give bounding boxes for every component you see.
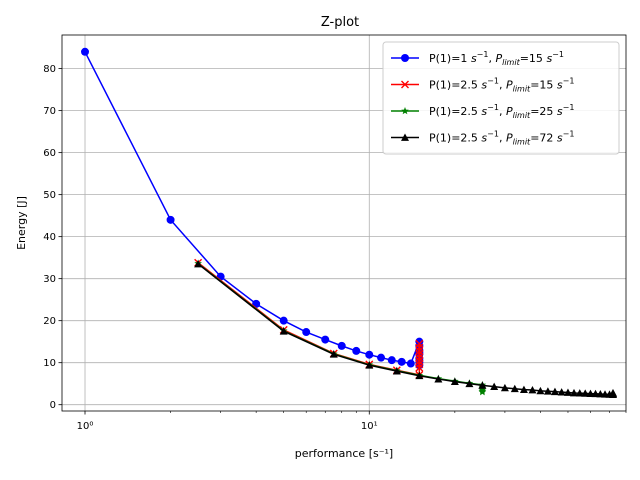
legend-label: P(1)=2.5 s−1, Plimit=15 s−1 xyxy=(429,77,574,94)
x-axis-label: performance [s⁻¹] xyxy=(295,447,393,460)
series-4-point xyxy=(519,385,528,393)
y-tick-label: 0 xyxy=(50,400,56,411)
series-4-point xyxy=(608,388,617,397)
legend-label: P(1)=1 s−1, Plimit=15 s−1 xyxy=(429,50,564,67)
y-axis-label: Energy [J] xyxy=(15,196,28,250)
series-1-point xyxy=(377,353,386,362)
series-4-point xyxy=(465,379,474,388)
legend-entry: P(1)=1 s−1, Plimit=15 s−1 xyxy=(391,50,564,67)
series-1-point xyxy=(387,356,396,365)
series-2-point xyxy=(415,343,424,352)
series-2-point xyxy=(415,363,424,372)
legend-box xyxy=(382,41,620,155)
y-tick-label: 20 xyxy=(43,316,56,327)
x-tick-label: 10⁰ xyxy=(77,421,94,432)
series-2-point xyxy=(415,353,424,362)
series-2-point xyxy=(415,360,424,369)
y-tick-label: 70 xyxy=(43,106,56,117)
legend-entry: P(1)=2.5 s−1, Plimit=25 s−1 xyxy=(391,103,574,120)
plot-frame xyxy=(61,34,627,412)
legend-marker xyxy=(401,133,409,141)
series-4 xyxy=(194,259,617,399)
series-4-point xyxy=(575,389,584,397)
series-1-point xyxy=(302,328,311,337)
series-4-point xyxy=(279,327,288,335)
series-2-point xyxy=(415,346,424,355)
series-4-point xyxy=(543,387,552,395)
series-4-point xyxy=(581,389,590,397)
series-1-point xyxy=(166,215,175,224)
series-4-point xyxy=(569,388,578,397)
series-1-point xyxy=(321,335,330,344)
series-layer xyxy=(81,47,617,399)
series-4-point xyxy=(557,388,566,396)
series-4-point xyxy=(500,383,509,392)
series-4-point xyxy=(563,388,572,396)
series-1-point xyxy=(365,350,374,359)
y-tick-label: 50 xyxy=(43,190,56,201)
series-1-point xyxy=(279,316,288,325)
series-4-point xyxy=(536,386,545,395)
legend-marker xyxy=(401,54,409,62)
y-tick-label: 40 xyxy=(43,232,56,243)
series-2-point xyxy=(415,357,424,366)
series-4-point xyxy=(586,389,595,397)
series-1-point xyxy=(337,341,346,350)
legend-entry: P(1)=2.5 s−1, Plimit=15 s−1 xyxy=(391,77,574,94)
series-4-point xyxy=(434,375,443,383)
legend-label: P(1)=2.5 s−1, Plimit=25 s−1 xyxy=(429,103,574,120)
series-4-point xyxy=(329,350,338,358)
y-tick-label: 30 xyxy=(43,274,56,285)
y-tick-label: 10 xyxy=(43,358,56,369)
series-1-point xyxy=(352,346,361,355)
legend: P(1)=1 s−1, Plimit=15 s−1 P(1)=2.5 s−1, P… xyxy=(382,41,620,155)
series-1-point xyxy=(406,359,415,368)
series-1-point xyxy=(81,47,90,56)
x-axis: 10⁰ 10¹ xyxy=(77,411,627,432)
chart-title: Z-plot xyxy=(321,15,359,30)
series-4-point xyxy=(510,384,519,393)
legend-marker xyxy=(401,107,409,115)
series-4-point xyxy=(528,385,537,394)
legend-entry: P(1)=2.5 s−1, Plimit=72 s−1 xyxy=(391,130,574,147)
y-axis: 0 10 20 30 40 50 60 70 80 xyxy=(43,64,62,411)
series-4-point xyxy=(415,371,424,380)
legend-label: P(1)=2.5 s−1, Plimit=72 s−1 xyxy=(429,130,574,147)
x-tick-label: 10¹ xyxy=(361,421,378,432)
series-4-point xyxy=(550,387,559,396)
y-tick-label: 80 xyxy=(43,64,56,75)
series-4-point xyxy=(490,382,499,391)
series-4-point xyxy=(450,377,459,385)
series-4-point xyxy=(392,367,401,375)
series-4-point xyxy=(194,259,203,268)
series-4-point xyxy=(478,381,487,389)
series-2-point xyxy=(415,350,424,359)
series-3-point xyxy=(478,388,487,396)
y-tick-label: 60 xyxy=(43,148,56,159)
series-4-point xyxy=(365,361,374,369)
series-1-point xyxy=(397,357,406,366)
legend-marker xyxy=(401,80,409,89)
